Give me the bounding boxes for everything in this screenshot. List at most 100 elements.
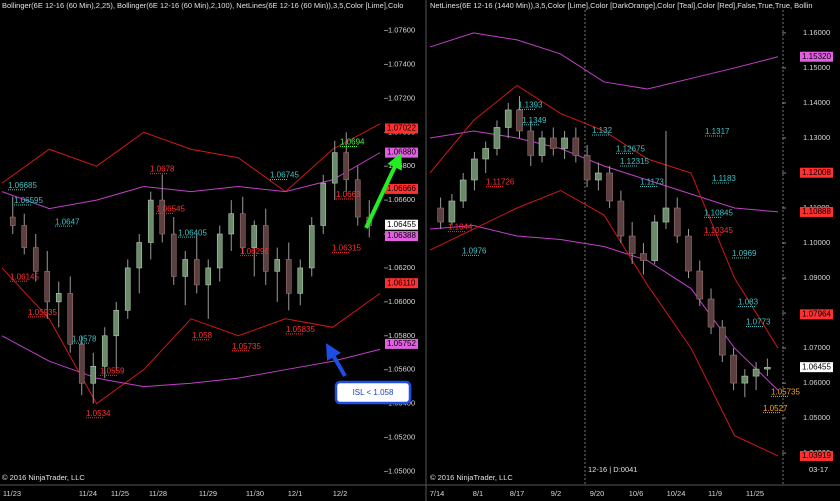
candle-body [482,148,490,160]
candle-body [640,253,647,261]
candle-body [628,235,636,254]
x-tick-label: 7/14 [430,489,445,498]
level-label: 1.083 [738,298,759,307]
candle-body [147,199,154,243]
candle-body [251,225,258,248]
level-label: 1.0773 [746,318,771,327]
candle-body [170,233,177,277]
candle-body [617,200,625,237]
candle-body [343,152,350,181]
y-tick-label: 1.07200 [388,93,415,102]
level-label: 1.0559 [100,366,125,375]
level-label: 1.0578 [72,334,97,343]
level-label: 1.05735 [771,387,800,396]
band-line [1,335,381,388]
price-tag-label: 1.15320 [802,52,831,61]
level-label: 1.06745 [270,171,299,180]
contract-label: 12-16 | D:0041 [588,465,637,474]
band-line [1,123,381,193]
x-tick-label: 11/24 [79,489,97,498]
level-label: 1.132 [592,126,613,135]
candle-body [583,155,591,181]
copyright: © 2016 NinjaTrader, LLC [430,473,513,482]
candle-body [595,172,602,181]
candle-body [685,235,692,272]
level-label: 1.11726 [486,178,515,187]
y-tick-label: 1.07000 [803,343,830,352]
band-line [429,130,779,213]
level-label: 1.06685 [8,181,37,190]
candle-body [308,225,315,269]
x-tick-label: 12/1 [288,489,303,498]
candle-body [113,310,120,337]
candle-body [228,213,235,235]
candle-body [239,213,246,248]
candle-body [504,109,512,128]
level-label: 1.1349 [522,116,547,125]
price-tag [385,183,418,194]
candle-body [516,109,523,132]
level-label: 1.06315 [332,244,361,253]
candle-body [32,247,39,272]
price-tag [800,309,833,320]
candle-body [90,365,97,384]
blue-arrow [326,343,347,377]
price-tag [800,167,833,178]
y-tick-label: 1.07600 [388,26,415,35]
price-tag-label: 1.06666 [387,184,416,193]
price-tag [385,219,418,230]
candle-body [662,207,670,223]
green-arrow [364,152,402,229]
x-tick-label: 12/2 [333,489,348,498]
candle-body [44,271,51,303]
price-tag-label: 1.12008 [802,168,831,177]
candle-body [320,182,327,226]
candle-body [651,221,659,261]
price-tag [385,338,418,349]
candle-body [437,207,444,223]
level-label: 1.0534 [86,409,111,418]
x-tick-label: 11/25 [111,489,129,498]
x-tick-label: 10/24 [667,489,686,498]
y-tick-label: 1.13000 [803,133,830,142]
candle-body [696,270,704,300]
band-line [429,189,779,457]
candle-body [159,199,166,235]
candle-body [78,343,85,384]
level-label: 1.06405 [178,228,207,237]
candle-body [285,259,292,294]
level-label: 1.1183 [712,174,736,183]
candle-body [471,158,478,181]
x-tick-label: 8/1 [473,489,483,498]
x-tick-label: 11/30 [246,489,264,498]
level-label: 1.05935 [28,308,57,317]
level-label: 1.0647 [55,217,80,226]
candle-body [572,137,580,156]
candle-body [9,216,16,226]
candle-body [493,127,501,149]
y-tick-label: 1.05200 [388,433,415,442]
band-line [1,152,381,210]
price-tag [800,51,833,62]
y-tick-label: 1.10000 [803,238,830,247]
candle-body [136,242,143,269]
candle-body [354,179,361,218]
level-label: 1.12675 [616,144,645,153]
candle-body [262,225,269,272]
y-tick-label: 1.05000 [803,413,830,422]
candle-body [752,368,760,377]
level-label: 1.0663 [336,190,361,199]
y-tick-label: 1.05000 [388,466,415,475]
level-label: 1.1173 [640,178,664,187]
y-tick-label: 1.06600 [388,195,415,204]
level-label: 1.1317 [705,127,730,136]
level-label: 1.0976 [462,247,487,256]
level-label: 1.10845 [704,209,733,218]
candle-body [124,267,131,311]
level-label: 1.1044 [448,223,473,232]
band-line [429,84,779,349]
y-tick-label: 1.07400 [388,59,415,68]
level-label: 1.06145 [10,272,39,281]
candle-body [741,375,749,384]
